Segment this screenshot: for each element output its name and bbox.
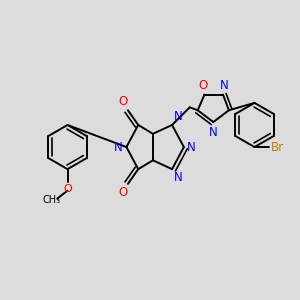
Text: O: O (198, 79, 208, 92)
Text: O: O (63, 184, 72, 194)
Text: N: N (174, 110, 182, 123)
Text: O: O (118, 186, 127, 199)
Text: N: N (209, 126, 218, 139)
Text: N: N (114, 141, 123, 154)
Text: Br: Br (271, 141, 284, 154)
Text: O: O (118, 95, 127, 108)
Text: CH₃: CH₃ (42, 195, 60, 205)
Text: N: N (220, 79, 229, 92)
Text: N: N (174, 172, 182, 184)
Text: N: N (187, 141, 196, 154)
